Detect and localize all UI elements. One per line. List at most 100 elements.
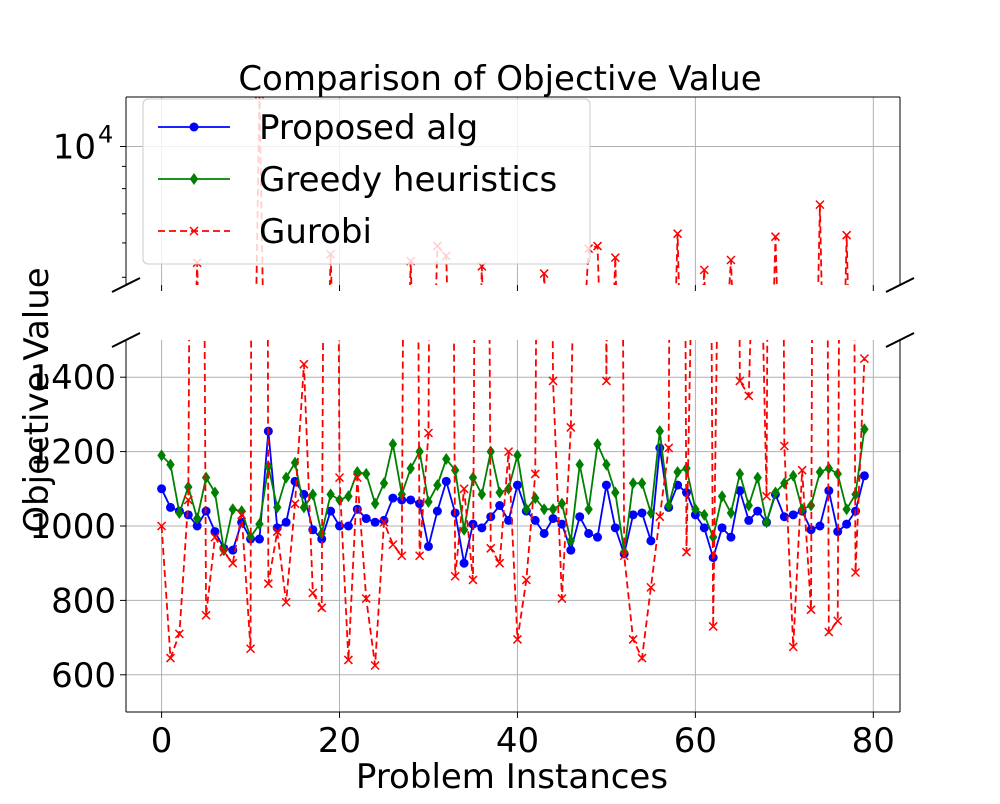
data-point-greedy-heuristics — [584, 503, 593, 516]
data-point-greedy-heuristics — [299, 501, 309, 514]
data-point-greedy-heuristics — [273, 501, 282, 514]
data-point-greedy-heuristics — [335, 493, 344, 506]
axis-break-mark — [111, 332, 141, 348]
data-point-gurobi — [512, 634, 522, 644]
data-point-proposed-alg — [753, 506, 763, 516]
legend-marker-greedy-heuristics — [189, 173, 199, 185]
data-point-greedy-heuristics — [575, 458, 584, 471]
y-axis-ticks-top: 10 4 — [53, 121, 126, 168]
data-point-greedy-heuristics — [593, 438, 602, 451]
data-point-greedy-heuristics — [237, 505, 246, 518]
data-point-greedy-heuristics — [726, 506, 736, 519]
y-tick-label-top-exponent: 4 — [98, 121, 113, 149]
data-point-greedy-heuristics — [664, 499, 673, 512]
data-point-gurobi — [779, 441, 789, 451]
data-point-gurobi — [263, 579, 273, 589]
data-point-proposed-alg — [343, 521, 353, 531]
data-point-gurobi — [183, 495, 193, 505]
data-point-greedy-heuristics — [708, 531, 718, 544]
data-point-proposed-alg — [459, 558, 469, 568]
data-point-gurobi — [566, 422, 576, 432]
data-point-gurobi — [744, 391, 754, 401]
data-point-proposed-alg — [726, 532, 736, 542]
data-point-proposed-alg — [601, 480, 611, 490]
data-point-greedy-heuristics — [789, 469, 798, 482]
data-point-gurobi — [762, 491, 772, 501]
data-point-greedy-heuristics — [308, 488, 318, 501]
data-point-greedy-heuristics — [700, 508, 709, 521]
data-point-greedy-heuristics — [762, 516, 771, 529]
data-point-proposed-alg — [744, 515, 754, 525]
data-point-greedy-heuristics — [166, 458, 175, 471]
data-point-greedy-heuristics — [744, 499, 753, 512]
data-point-gurobi — [504, 447, 514, 457]
data-point-proposed-alg — [388, 493, 398, 503]
data-point-gurobi — [486, 543, 496, 553]
data-point-proposed-alg — [370, 517, 380, 527]
data-point-proposed-alg — [504, 515, 514, 525]
data-point-proposed-alg — [192, 521, 202, 531]
data-point-gurobi — [468, 575, 478, 585]
data-point-proposed-alg — [281, 517, 291, 527]
y-tick-label: 1000 — [29, 507, 116, 547]
data-point-greedy-heuristics — [157, 449, 166, 462]
data-point-gurobi — [664, 443, 674, 453]
top-minor-ticks — [122, 165, 126, 278]
data-point-greedy-heuristics — [228, 503, 237, 516]
data-point-greedy-heuristics — [468, 471, 478, 484]
data-point-proposed-alg — [379, 515, 389, 525]
data-point-greedy-heuristics — [815, 466, 825, 479]
legend: Proposed alg Greedy heuristics Gurobi — [142, 98, 591, 265]
data-point-greedy-heuristics — [842, 503, 851, 516]
series-line-proposed-alg-top — [162, 538, 865, 601]
axis-break-marks — [111, 277, 915, 348]
data-point-greedy-heuristics — [255, 518, 264, 531]
x-tick-label: 40 — [496, 721, 539, 761]
data-point-gurobi — [842, 230, 852, 240]
data-point-gurobi — [165, 653, 176, 663]
data-point-greedy-heuristics — [370, 497, 380, 510]
axis-break-mark — [111, 277, 141, 293]
data-point-gurobi — [495, 558, 505, 568]
data-point-greedy-heuristics — [637, 477, 647, 490]
legend-marker-gurobi — [189, 226, 199, 236]
data-point-greedy-heuristics — [753, 471, 762, 484]
data-point-greedy-heuristics — [557, 497, 567, 510]
data-point-gurobi — [637, 653, 647, 663]
data-point-proposed-alg — [779, 512, 789, 522]
data-point-gurobi — [281, 597, 291, 607]
data-point-gurobi — [317, 603, 327, 613]
data-point-proposed-alg — [584, 528, 594, 538]
data-point-proposed-alg — [842, 519, 852, 529]
data-point-gurobi — [308, 588, 318, 598]
data-point-greedy-heuristics — [210, 486, 220, 499]
data-point-greedy-heuristics — [442, 453, 451, 466]
axes-spines — [125, 96, 901, 713]
data-point-gurobi — [352, 473, 362, 483]
legend-label-greedy-heuristics: Greedy heuristics — [259, 160, 557, 200]
data-point-gurobi — [797, 465, 807, 475]
data-point-proposed-alg — [610, 523, 620, 533]
data-point-gurobi — [415, 551, 425, 561]
data-point-proposed-alg — [788, 510, 798, 520]
data-point-greedy-heuristics — [388, 438, 398, 451]
y-axis-label: Objective Value — [17, 267, 57, 532]
data-point-proposed-alg — [699, 523, 709, 533]
data-point-proposed-alg — [593, 532, 603, 542]
data-point-gurobi — [201, 610, 211, 620]
data-point-proposed-alg — [432, 506, 442, 516]
data-point-greedy-heuristics — [539, 503, 549, 516]
data-point-proposed-alg — [859, 471, 869, 481]
data-point-greedy-heuristics — [531, 492, 540, 505]
series-markers-gurobi-bottom — [157, 354, 869, 671]
data-point-gurobi — [450, 571, 460, 581]
data-point-proposed-alg — [628, 510, 638, 520]
data-point-gurobi — [850, 567, 861, 578]
data-point-gurobi — [557, 594, 567, 604]
data-point-gurobi — [397, 551, 407, 561]
data-point-greedy-heuristics — [477, 488, 487, 501]
x-tick-label: 60 — [674, 721, 717, 761]
data-point-greedy-heuristics — [459, 523, 469, 536]
data-point-gurobi — [601, 376, 611, 386]
